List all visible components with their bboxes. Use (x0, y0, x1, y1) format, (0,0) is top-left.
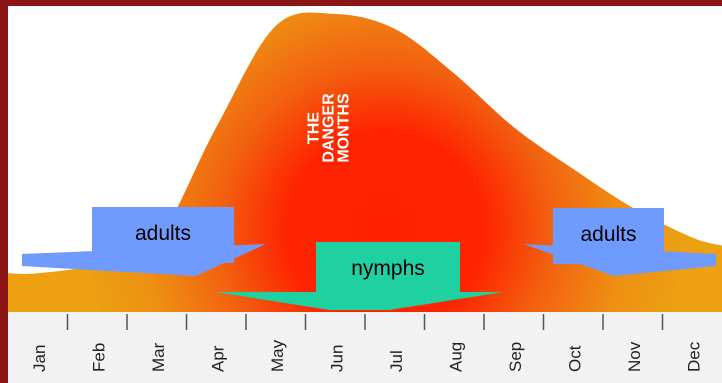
month-label-feb: Feb (89, 343, 108, 372)
month-label-dec: Dec (684, 341, 703, 372)
month-label-jul: Jul (387, 350, 406, 372)
month-label-sep: Sep (506, 342, 525, 372)
month-label-jun: Jun (327, 345, 346, 372)
month-label-aug: Aug (446, 342, 465, 372)
peak-label-line: MONTHS (335, 93, 352, 163)
month-label-oct: Oct (565, 345, 584, 372)
arrow-label-nymphs: nymphs (316, 257, 460, 281)
arrow-label-adults: adults (92, 222, 234, 246)
month-label-may: May (268, 339, 287, 372)
month-label-nov: Nov (625, 341, 644, 372)
arrow-label-adults: adults (553, 223, 664, 247)
month-label-jan: Jan (30, 345, 49, 372)
month-label-mar: Mar (149, 342, 168, 372)
month-label-apr: Apr (208, 345, 227, 372)
